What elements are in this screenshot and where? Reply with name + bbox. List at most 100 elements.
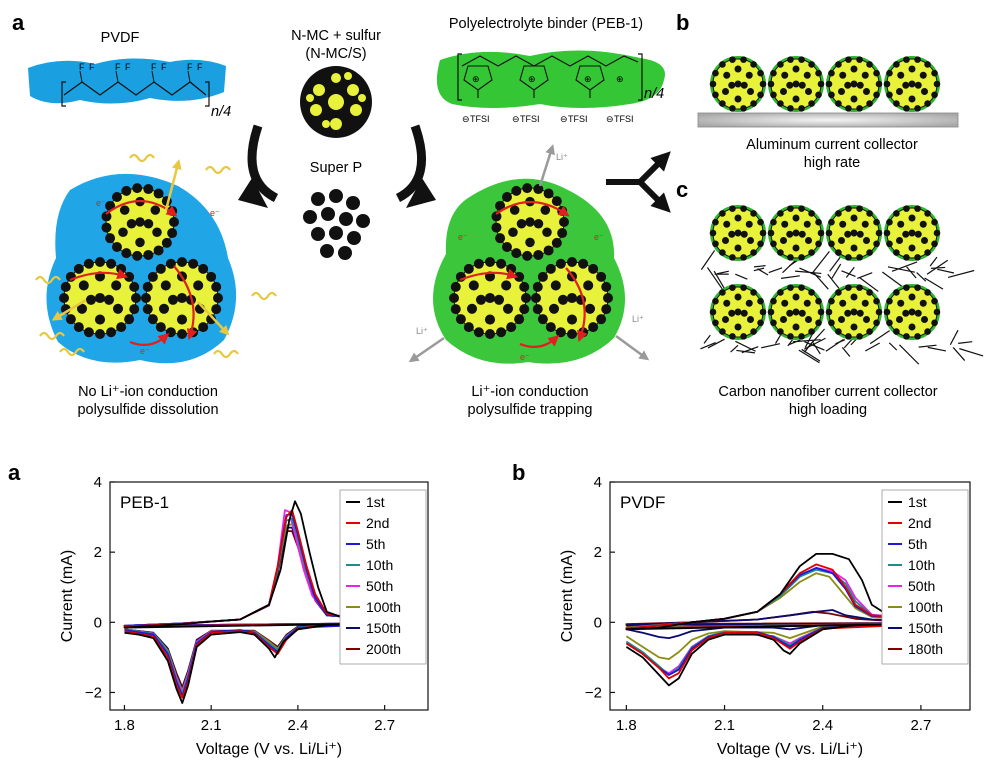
legend-entry: 150th: [366, 620, 401, 636]
legend-entry: 150th: [908, 620, 943, 636]
left-caption-line1: No Li⁺-ion conduction: [78, 384, 218, 400]
mid-caption-line1: Li⁺-ion conduction: [471, 384, 588, 400]
peb-charge: ⊕: [528, 74, 536, 84]
b-caption-line2: high rate: [804, 155, 860, 171]
y-tick-label: 0: [94, 614, 102, 631]
c-caption-line2: high loading: [789, 402, 867, 418]
y-axis-label: Current (mA): [59, 550, 76, 642]
legend: [339, 489, 427, 665]
y-tick-label: −2: [585, 684, 602, 701]
peb-charge: ⊕: [472, 74, 480, 84]
legend-entry: 2nd: [366, 515, 389, 531]
y-tick-label: 2: [94, 544, 102, 561]
nmc-label-line1: N-MC + sulfur: [291, 28, 381, 44]
tfsi-charge: ⊖: [560, 114, 568, 124]
legend-entry: 100th: [908, 599, 943, 615]
legend: [881, 489, 969, 665]
y-tick-label: 4: [94, 474, 102, 491]
tfsi-label: TFSI: [470, 114, 490, 124]
x-tick-label: 2.7: [910, 717, 931, 734]
tfsi-charge: ⊖: [512, 114, 520, 124]
legend-entry: 10th: [908, 557, 935, 573]
electron-label: e⁻: [140, 346, 150, 356]
x-axis-label: Voltage (V vs. Li/Li⁺): [717, 741, 863, 758]
nmc-sulfur-particle: N-MC + sulfur (N-MC/S): [291, 28, 381, 138]
super-p-label: Super P: [310, 160, 362, 176]
plot-label-a: a: [8, 460, 21, 485]
legend-entry: 10th: [366, 557, 393, 573]
pvdf-atom-f: F: [79, 62, 85, 72]
legend-entry: 2nd: [908, 515, 931, 531]
electron-label: e⁻: [96, 198, 106, 208]
x-tick-label: 2.7: [374, 717, 395, 734]
legend-entry: 50th: [366, 578, 393, 594]
plot-title: PEB-1: [120, 493, 169, 512]
x-tick-label: 2.4: [812, 717, 833, 734]
x-axis-label: Voltage (V vs. Li/Li⁺): [196, 741, 342, 758]
pvdf-atom-f: F: [151, 62, 157, 72]
li-ion-label: Li⁺: [416, 326, 428, 336]
x-tick-label: 2.1: [714, 717, 735, 734]
fork-arrow: [606, 151, 671, 213]
legend-entry: 1st: [366, 494, 385, 510]
peb-structure: Polyelectrolyte binder (PEB-1) ⊕ ⊕ ⊕ ⊕ n…: [436, 16, 665, 124]
schematic: a b c PVDF F F F F F F F F n/4: [12, 10, 984, 418]
legend-entry: 100th: [366, 599, 401, 615]
legend-entry: 1st: [908, 494, 927, 510]
electron-label: e⁻: [458, 232, 468, 242]
plot-label-b: b: [512, 460, 525, 485]
tfsi-label: TFSI: [568, 114, 588, 124]
tfsi-label: TFSI: [520, 114, 540, 124]
cv-plot-peb1: 1.8 2.1 2.4 2.7 −2 0 2 4 Voltage (V vs. Li/Li⁺) C…: [59, 474, 429, 758]
y-tick-label: −2: [85, 684, 102, 701]
panel-label-a: a: [12, 10, 25, 35]
pvdf-atom-f: F: [161, 62, 167, 72]
plot-frame: [609, 481, 971, 711]
pvdf-electrode-cluster: e⁻ e⁻ e⁻ No Li⁺-ion conduction polysulfi…: [35, 153, 277, 418]
y-tick-label: 2: [594, 544, 602, 561]
panel-b-aluminum: Aluminum current collector high rate: [697, 56, 959, 171]
nmc-label-line2: (N-MC/S): [305, 46, 366, 62]
cv-plot-pvdf: 1.8 2.1 2.4 2.7 −2 0 2 4 Voltage (V vs. Li/Li⁺) C…: [559, 474, 971, 758]
peb-title: Polyelectrolyte binder (PEB-1): [449, 16, 643, 32]
pvdf-atom-f: F: [89, 62, 95, 72]
x-tick-label: 2.1: [201, 717, 222, 734]
y-tick-label: 0: [594, 614, 602, 631]
legend-entry: 50th: [908, 578, 935, 594]
left-caption-line2: polysulfide dissolution: [77, 402, 218, 418]
c-caption-line1: Carbon nanofiber current collector: [718, 384, 937, 400]
legend-entry: 5th: [908, 536, 927, 552]
panel-c-carbon-nanofiber: Carbon nanofiber current collector high …: [700, 205, 984, 418]
pvdf-atom-f: F: [197, 62, 203, 72]
pvdf-structure: PVDF F F F F F F F F n/4: [28, 30, 231, 120]
peb-electrode-cluster: e⁻ e⁻ e⁻ Li⁺ Li⁺ Li⁺ Li⁺-ion conduction …: [408, 144, 650, 418]
mid-caption-line2: polysulfide trapping: [468, 402, 593, 418]
x-tick-label: 1.8: [616, 717, 637, 734]
legend-entry: 200th: [366, 641, 401, 657]
plot-title: PVDF: [620, 493, 665, 512]
legend-entry: 180th: [908, 641, 943, 657]
y-tick-label: 4: [594, 474, 602, 491]
electron-label: e⁻: [210, 208, 220, 218]
b-caption-line1: Aluminum current collector: [746, 137, 918, 153]
x-tick-label: 2.4: [287, 717, 308, 734]
tfsi-charge: ⊖: [606, 114, 614, 124]
tfsi-charge: ⊖: [462, 114, 470, 124]
peb-charge: ⊕: [584, 74, 592, 84]
legend-entry: 5th: [366, 536, 385, 552]
electron-label: e⁻: [520, 352, 530, 362]
x-tick-label: 1.8: [114, 717, 135, 734]
pvdf-atom-f: F: [125, 62, 131, 72]
super-p: Super P: [303, 160, 370, 260]
plot-frame: [109, 481, 429, 711]
panel-label-b: b: [676, 10, 689, 35]
tfsi-label: TFSI: [614, 114, 634, 124]
peb-repeat-n: n/4: [644, 86, 664, 102]
li-ion-label: Li⁺: [632, 314, 644, 324]
li-ion-label: Li⁺: [556, 152, 568, 162]
panel-label-c: c: [676, 177, 688, 202]
pvdf-title: PVDF: [101, 30, 140, 46]
pvdf-atom-f: F: [187, 62, 193, 72]
electron-label: e⁻: [594, 232, 604, 242]
